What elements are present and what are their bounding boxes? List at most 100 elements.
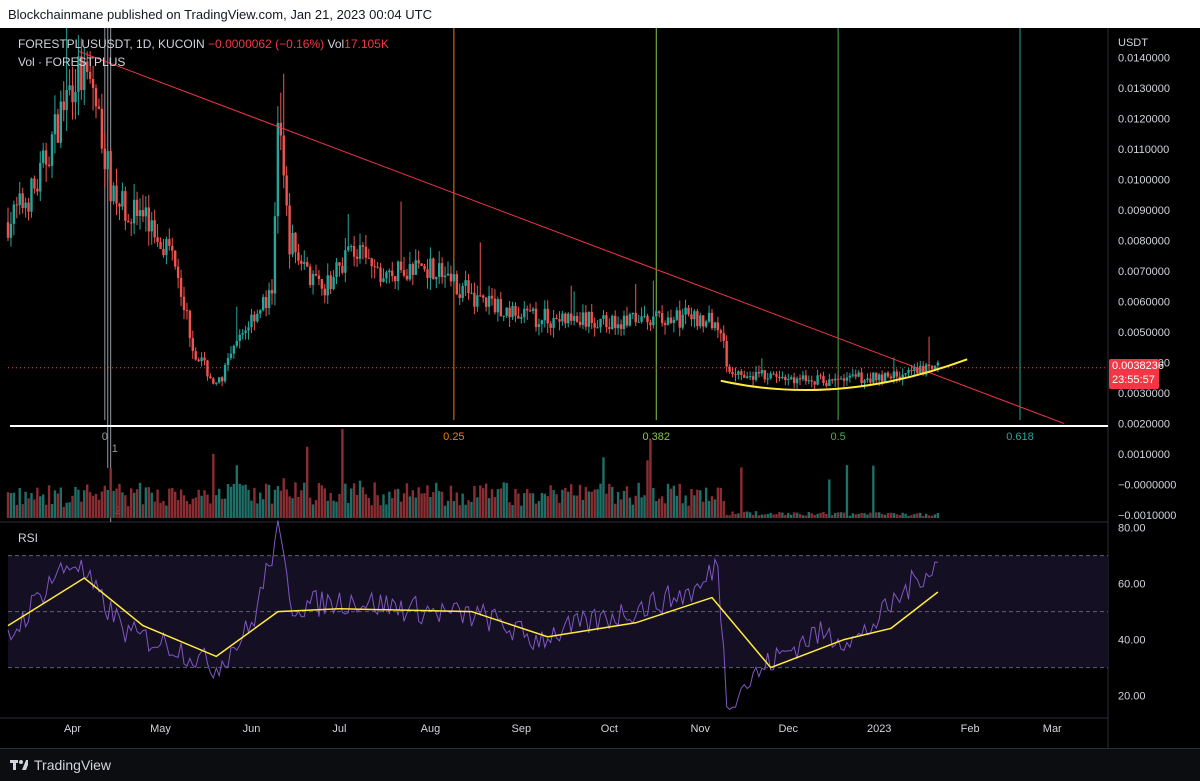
candle-body[interactable] [631,312,634,315]
candle-body[interactable] [65,90,68,111]
candle-body[interactable] [722,333,725,341]
candle-body[interactable] [162,248,165,256]
candle-body[interactable] [209,376,212,379]
candle-body[interactable] [757,372,761,374]
candle-body[interactable] [244,330,247,334]
candle-body[interactable] [56,114,60,143]
candle-body[interactable] [24,202,27,209]
candle-body[interactable] [440,263,444,278]
candle-body[interactable] [898,376,901,380]
candle-body[interactable] [39,162,42,192]
candle-body[interactable] [250,314,253,328]
candle-body[interactable] [584,312,588,327]
candle-body[interactable] [781,376,784,379]
candle-body[interactable] [496,299,500,313]
candle-body[interactable] [200,357,203,362]
candle-body[interactable] [130,222,133,224]
candle-body[interactable] [933,365,937,369]
candle-body[interactable] [590,311,593,324]
candle-body[interactable] [713,322,717,329]
indicator-name[interactable]: Vol · FORESTPLUS [18,55,126,69]
candle-body[interactable] [889,376,893,379]
candle-body[interactable] [141,210,145,217]
candle-body[interactable] [883,372,887,383]
candle-body[interactable] [179,277,183,297]
candle-body[interactable] [80,56,83,90]
candle-body[interactable] [335,262,338,278]
candle-body[interactable] [772,373,775,375]
candle-body[interactable] [112,185,115,202]
candle-body[interactable] [414,260,417,275]
candle-body[interactable] [707,312,711,322]
candle-body[interactable] [83,61,86,90]
candle-body[interactable] [710,312,714,329]
candle-body[interactable] [622,315,626,329]
candle-body[interactable] [523,308,526,318]
candle-body[interactable] [611,315,614,329]
candle-body[interactable] [314,273,318,276]
candle-body[interactable] [42,150,45,163]
candle-body[interactable] [625,315,629,326]
candle-body[interactable] [264,297,268,309]
candle-body[interactable] [94,87,98,107]
candle-body[interactable] [511,305,514,318]
candle-body[interactable] [652,316,655,326]
candle-body[interactable] [754,372,758,380]
candle-body[interactable] [361,245,365,247]
candle-body[interactable] [678,310,681,328]
candle-body[interactable] [561,313,564,322]
candle-body[interactable] [405,275,409,280]
candle-body[interactable] [537,324,541,327]
candle-body[interactable] [77,56,80,92]
candle-body[interactable] [487,295,491,307]
candle-body[interactable] [455,274,458,295]
candle-body[interactable] [892,371,896,379]
candle-body[interactable] [103,148,106,170]
candle-body[interactable] [787,378,790,381]
candle-body[interactable] [687,307,690,315]
candle-body[interactable] [467,280,470,294]
candle-body[interactable] [100,108,104,149]
candle-body[interactable] [323,288,326,296]
candle-body[interactable] [109,151,112,202]
candle-body[interactable] [751,376,755,380]
candle-body[interactable] [810,380,813,382]
candle-body[interactable] [666,317,670,325]
candle-body[interactable] [191,338,194,352]
candle-body[interactable] [115,185,118,204]
candle-body[interactable] [411,264,414,275]
candle-body[interactable] [267,290,271,309]
candle-body[interactable] [716,322,720,331]
candle-body[interactable] [171,245,174,251]
candle-body[interactable] [769,373,772,379]
candle-body[interactable] [262,297,265,311]
candle-body[interactable] [587,311,590,327]
candle-body[interactable] [218,377,221,383]
candle-body[interactable] [801,375,805,380]
candle-body[interactable] [188,310,192,339]
candle-body[interactable] [728,366,731,372]
candle-body[interactable] [916,367,919,374]
candle-body[interactable] [150,220,153,232]
candle-body[interactable] [259,310,262,314]
candle-body[interactable] [279,122,282,136]
candle-body[interactable] [502,315,505,317]
candle-body[interactable] [426,269,429,279]
candle-body[interactable] [886,372,890,377]
candle-body[interactable] [182,296,186,311]
candle-body[interactable] [517,315,520,319]
candle-body[interactable] [332,277,335,289]
candle-body[interactable] [658,311,661,313]
candle-body[interactable] [12,204,16,224]
candle-body[interactable] [203,357,206,361]
candle-body[interactable] [317,275,321,280]
candle-body[interactable] [452,274,456,282]
candle-body[interactable] [857,372,860,377]
candle-body[interactable] [352,246,356,257]
chart-canvas[interactable]: 0.0140000 0.0130000 0.0120000 0.0110000 0.01… [0,28,1200,748]
trendline[interactable] [78,50,1065,424]
candle-body[interactable] [731,371,734,375]
candle-body[interactable] [901,374,904,380]
candle-body[interactable] [734,374,737,376]
candle-body[interactable] [338,262,341,266]
